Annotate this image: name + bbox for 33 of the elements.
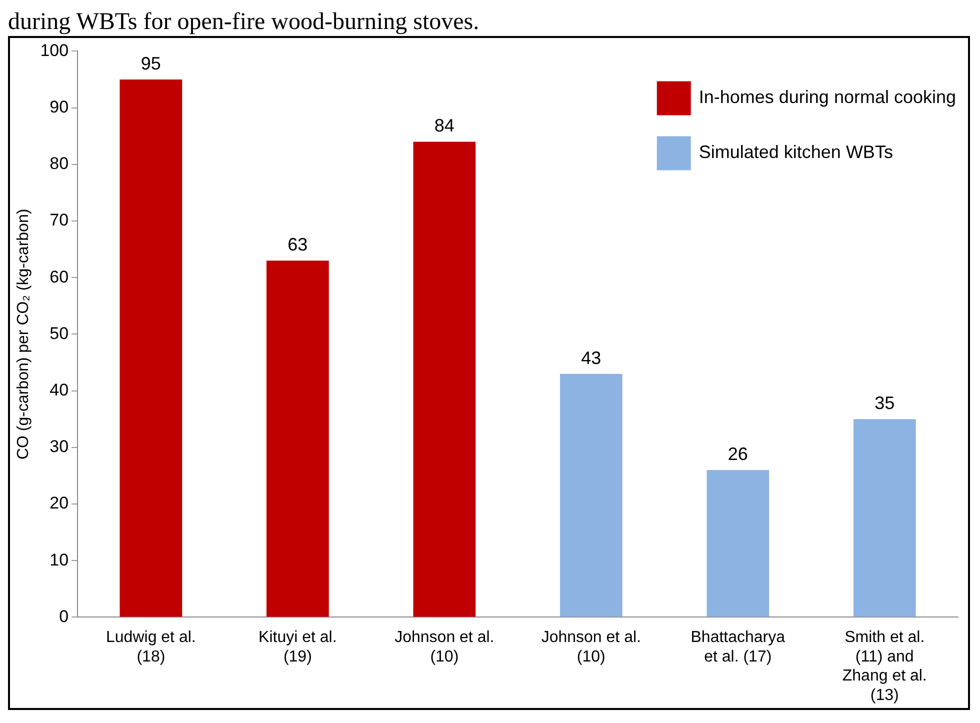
data-label: 43: [581, 348, 602, 368]
y-tick-label: 80: [50, 154, 69, 174]
data-label: 35: [874, 393, 895, 414]
y-tick-label: 70: [50, 210, 69, 230]
legend-label: In-homes during normal cooking: [698, 87, 956, 108]
y-tick-label: 60: [50, 267, 69, 286]
bar: [266, 260, 329, 617]
bar: [853, 419, 916, 617]
data-label: 95: [140, 53, 161, 74]
data-label: 26: [728, 444, 748, 464]
bar: [560, 374, 622, 617]
x-tick-label: Bhattacharya et al. (17): [690, 629, 786, 666]
x-tick-label: Smith et al. (11) and Zhang et al. (13): [842, 629, 927, 704]
x-tick-label: Ludwig et al. (18): [106, 629, 196, 666]
bar: [120, 80, 182, 617]
x-tick-label: Johnson et al. (10): [541, 629, 641, 666]
bar: [413, 142, 476, 617]
chart-title: during WBTs for open-fire wood-burning stoves.: [8, 8, 480, 36]
x-tick-label: Kituyi et al. (19): [258, 629, 337, 666]
y-tick-label: 100: [40, 40, 69, 60]
y-tick-label: 40: [50, 380, 69, 400]
legend-label: Simulated kitchen WBTs: [698, 142, 893, 162]
y-tick-label: 90: [50, 97, 69, 116]
y-tick-label: 0: [59, 606, 69, 626]
y-tick-label: 30: [50, 437, 69, 456]
data-label: 84: [434, 116, 454, 136]
y-tick-label: 10: [50, 550, 69, 570]
x-tick-label: Johnson et al. (10): [394, 629, 494, 666]
y-axis-title: CO (g-carbon) per CO₂ (kg-carbon): [15, 208, 32, 460]
data-label: 63: [288, 234, 308, 255]
y-tick-label: 20: [50, 494, 69, 513]
bar: [706, 470, 770, 617]
y-tick-label: 50: [50, 324, 69, 343]
